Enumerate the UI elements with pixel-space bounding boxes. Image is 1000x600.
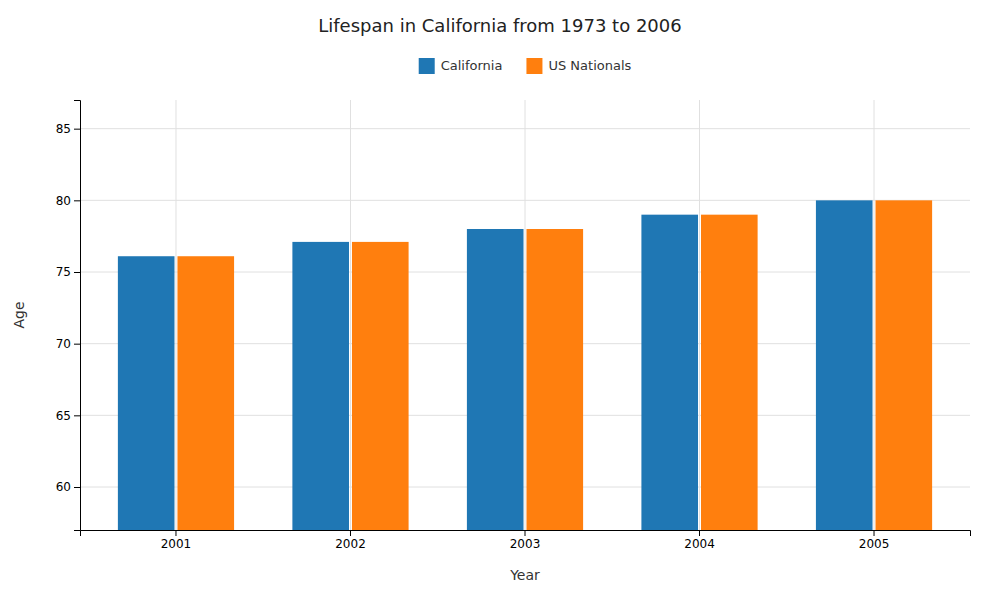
legend-item: US Nationals	[526, 58, 631, 74]
legend-label: California	[441, 58, 503, 73]
tick: 70	[56, 337, 80, 351]
grid-line	[874, 100, 875, 530]
bar	[292, 242, 349, 530]
tick-label: 65	[56, 409, 71, 423]
grid-line	[699, 100, 700, 530]
tick-mark	[175, 530, 176, 536]
tick-mark	[74, 344, 80, 345]
tick-mark	[74, 200, 80, 201]
y-axis: 60 65 70 75 80 85	[56, 101, 81, 531]
title: Lifespan in California from 1973 to 2006	[318, 15, 681, 36]
tick-label: 2002	[335, 537, 366, 551]
tick-label: 85	[56, 122, 71, 136]
axis-line	[74, 101, 81, 531]
legend-swatch	[526, 58, 542, 74]
grid-line	[175, 100, 176, 530]
grid	[80, 100, 970, 530]
tick-mark	[350, 530, 351, 536]
bar-series	[177, 200, 932, 530]
bar	[816, 200, 873, 530]
tick-label: 2005	[859, 537, 890, 551]
bar	[467, 229, 524, 530]
tick: 85	[56, 122, 80, 136]
bar	[118, 256, 175, 530]
tick: 60	[56, 480, 80, 494]
tick-mark	[699, 530, 700, 536]
x-axis-title: Year	[509, 567, 540, 583]
x-axis: 2001 2002 2003 2004 2005	[81, 530, 971, 551]
tick-label: 70	[56, 337, 71, 351]
legend: California US Nationals	[419, 58, 632, 74]
tick: 75	[56, 265, 80, 279]
tick-mark	[74, 415, 80, 416]
axis-line	[81, 531, 971, 537]
tick-mark	[74, 272, 80, 273]
chart-svg: 60 65 70 75 80 85 2001 2002 2003 2004 2005 Year Age L…	[0, 0, 1000, 600]
bar-series	[118, 200, 873, 530]
bar	[876, 200, 933, 530]
bar	[352, 242, 409, 530]
tick-label: 60	[56, 480, 71, 494]
tick: 2004	[684, 530, 715, 551]
legend-label: US Nationals	[548, 58, 631, 73]
tick-mark	[874, 530, 875, 536]
legend-item: California	[419, 58, 503, 74]
tick: 2005	[859, 530, 890, 551]
grid-line	[350, 100, 351, 530]
tick: 2001	[161, 530, 192, 551]
tick-mark	[525, 530, 526, 536]
plot: 60 65 70 75 80 85 2001 2002 2003 2004 2005	[56, 100, 971, 551]
tick: 2003	[510, 530, 541, 551]
tick: 65	[56, 409, 80, 423]
tick-label: 2001	[161, 537, 192, 551]
tick-mark	[74, 487, 80, 488]
tick-label: 80	[56, 194, 71, 208]
tick-label: 75	[56, 265, 71, 279]
y-axis-title: Age	[11, 301, 27, 328]
grid-line	[525, 100, 526, 530]
tick: 2002	[335, 530, 366, 551]
legend-swatch	[419, 58, 435, 74]
tick-mark	[74, 129, 80, 130]
bar	[177, 256, 234, 530]
tick-label: 2004	[684, 537, 715, 551]
tick: 80	[56, 194, 80, 208]
bar	[641, 215, 698, 530]
bar	[701, 215, 758, 530]
bar	[526, 229, 583, 530]
bars	[118, 200, 932, 530]
tick-label: 2003	[510, 537, 541, 551]
